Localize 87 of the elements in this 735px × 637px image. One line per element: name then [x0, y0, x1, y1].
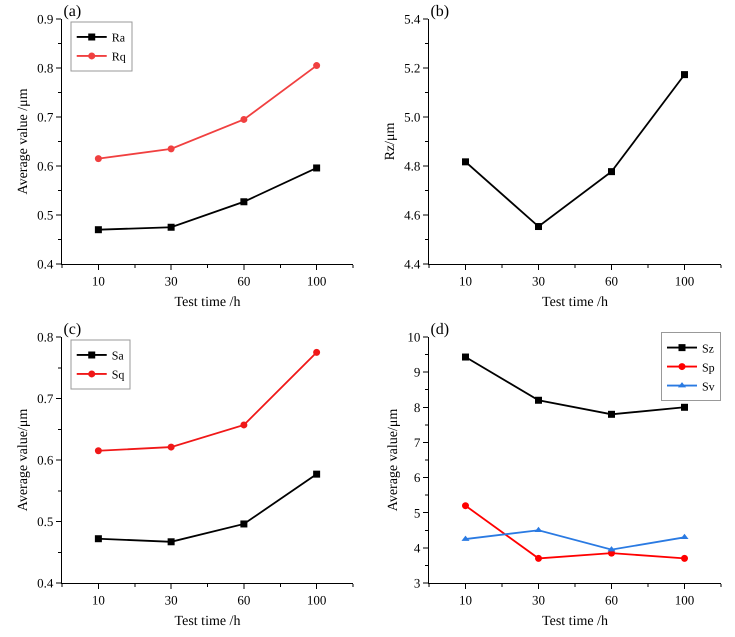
y-tick-label: 4	[414, 540, 421, 556]
point	[313, 164, 320, 172]
point	[240, 116, 248, 123]
legend-label: Sa	[112, 348, 124, 363]
y-tick-label: 7	[414, 434, 421, 450]
point	[240, 520, 248, 528]
y-tick-label: 5.4	[404, 12, 421, 27]
y-tick-label: 9	[414, 364, 420, 380]
x-tick-label: 60	[605, 592, 618, 608]
x-tick-label: 60	[605, 274, 618, 289]
point	[462, 502, 469, 510]
x-tick-label: 100	[306, 274, 326, 289]
y-axis-title: Average value /μm	[16, 88, 31, 194]
point	[313, 62, 320, 70]
legend-label: Sv	[702, 379, 715, 394]
x-tick-label: 30	[164, 592, 178, 608]
x-axis-title: Test time /h	[174, 294, 240, 310]
x-tick-label: 10	[92, 274, 105, 289]
y-tick-label: 0.6	[37, 452, 54, 468]
point	[681, 71, 688, 78]
point	[168, 145, 175, 152]
x-tick-label: 60	[237, 592, 250, 608]
legend-label: Sq	[112, 368, 124, 382]
x-tick-label: 10	[92, 592, 105, 608]
y-tick-label: 3	[414, 576, 420, 591]
point	[168, 224, 175, 231]
point	[94, 226, 102, 234]
x-tick-label: 10	[459, 592, 472, 608]
y-tick-label: 0.7	[37, 391, 54, 406]
y-tick-label: 0.9	[37, 12, 54, 27]
legend-label: Ra	[112, 30, 126, 45]
x-axis-title: Test time /h	[174, 614, 240, 629]
point	[240, 198, 248, 206]
y-tick-label: 5.2	[404, 60, 420, 76]
y-tick-label: 10	[407, 330, 420, 345]
chart-title: (a)	[63, 2, 82, 20]
point	[313, 470, 320, 478]
x-axis-title: Test time /h	[542, 294, 608, 310]
y-tick-label: 6	[414, 470, 421, 486]
point	[462, 158, 469, 166]
y-tick-label: 0.7	[37, 110, 54, 125]
legend-label: Sp	[702, 360, 715, 374]
y-tick-label: 0.4	[37, 256, 54, 272]
x-tick-label: 30	[164, 274, 178, 289]
point	[535, 396, 542, 404]
y-tick-label: 4.8	[404, 158, 420, 174]
point	[681, 404, 688, 411]
y-tick-label: 0.5	[37, 514, 54, 530]
y-tick-label: 4.4	[404, 256, 421, 272]
x-tick-label: 10	[459, 274, 472, 289]
y-tick-label: 0.8	[37, 60, 54, 76]
y-axis-title: Average value/μm	[16, 408, 31, 512]
point	[462, 354, 469, 361]
point	[313, 348, 320, 356]
point	[94, 535, 102, 542]
y-tick-label: 5.0	[404, 110, 420, 125]
y-tick-label: 0.4	[37, 576, 54, 591]
point	[240, 421, 248, 428]
legend-label: Rq	[112, 50, 126, 64]
y-axis-title: Average value/μm	[386, 408, 401, 512]
y-tick-label: 4.6	[404, 208, 421, 223]
point	[608, 410, 615, 418]
chart-title: (d)	[430, 320, 450, 338]
y-tick-label: 8	[414, 400, 420, 415]
point	[94, 155, 102, 162]
chart-title: (b)	[430, 2, 450, 20]
point	[94, 447, 102, 454]
x-axis-title: Test time /h	[542, 614, 608, 629]
y-tick-label: 0.6	[37, 158, 54, 174]
x-tick-label: 100	[306, 592, 326, 608]
x-tick-label: 30	[532, 592, 545, 608]
legend-label: Sz	[702, 341, 714, 356]
point	[168, 538, 175, 546]
y-tick-label: 0.5	[37, 208, 54, 223]
point	[608, 168, 615, 176]
y-axis-title: Rz/μm	[382, 122, 398, 160]
point	[168, 444, 175, 451]
point	[681, 554, 688, 562]
x-tick-label: 30	[532, 274, 545, 289]
point	[535, 223, 542, 230]
chart-title: (c)	[63, 320, 82, 338]
y-tick-label: 0.8	[37, 330, 54, 345]
y-tick-label: 5	[414, 505, 420, 520]
x-tick-label: 100	[674, 274, 694, 289]
x-tick-label: 60	[237, 274, 250, 289]
x-tick-label: 100	[674, 592, 694, 608]
point	[535, 554, 542, 562]
